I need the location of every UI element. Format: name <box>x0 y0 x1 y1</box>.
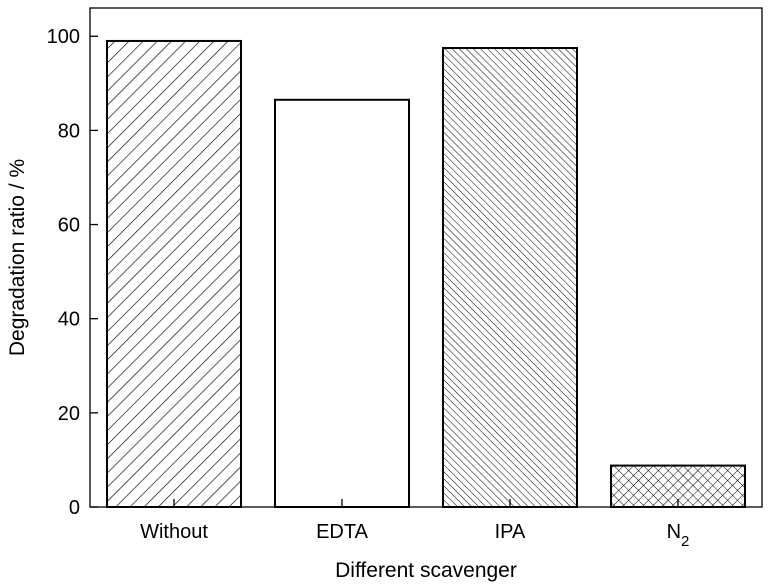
x-tick-label: EDTA <box>316 521 369 543</box>
y-tick-label: 40 <box>58 309 80 331</box>
bars-layer <box>106 39 746 509</box>
y-axis-ticks: 0 20 40 60 80 100 <box>47 26 98 519</box>
x-axis-ticks: Without EDTA IPA N2 <box>140 499 689 550</box>
x-tick-label: N2 <box>667 521 690 550</box>
y-tick-label: 60 <box>58 215 80 237</box>
y-tick-label: 80 <box>58 120 80 142</box>
x-tick-label: Without <box>140 521 208 543</box>
x-axis-title: Different scavenger <box>335 559 517 582</box>
bar-edta <box>274 98 410 508</box>
plot-frame <box>89 7 763 508</box>
x-tick-label: IPA <box>495 521 526 543</box>
bar-without <box>106 39 242 509</box>
y-tick-label: 100 <box>47 26 80 48</box>
y-axis-title: Degradation ratio / % <box>6 159 29 356</box>
bar-ipa <box>442 47 578 508</box>
y-tick-label: 0 <box>69 497 80 519</box>
y-tick-label: 20 <box>58 403 80 425</box>
